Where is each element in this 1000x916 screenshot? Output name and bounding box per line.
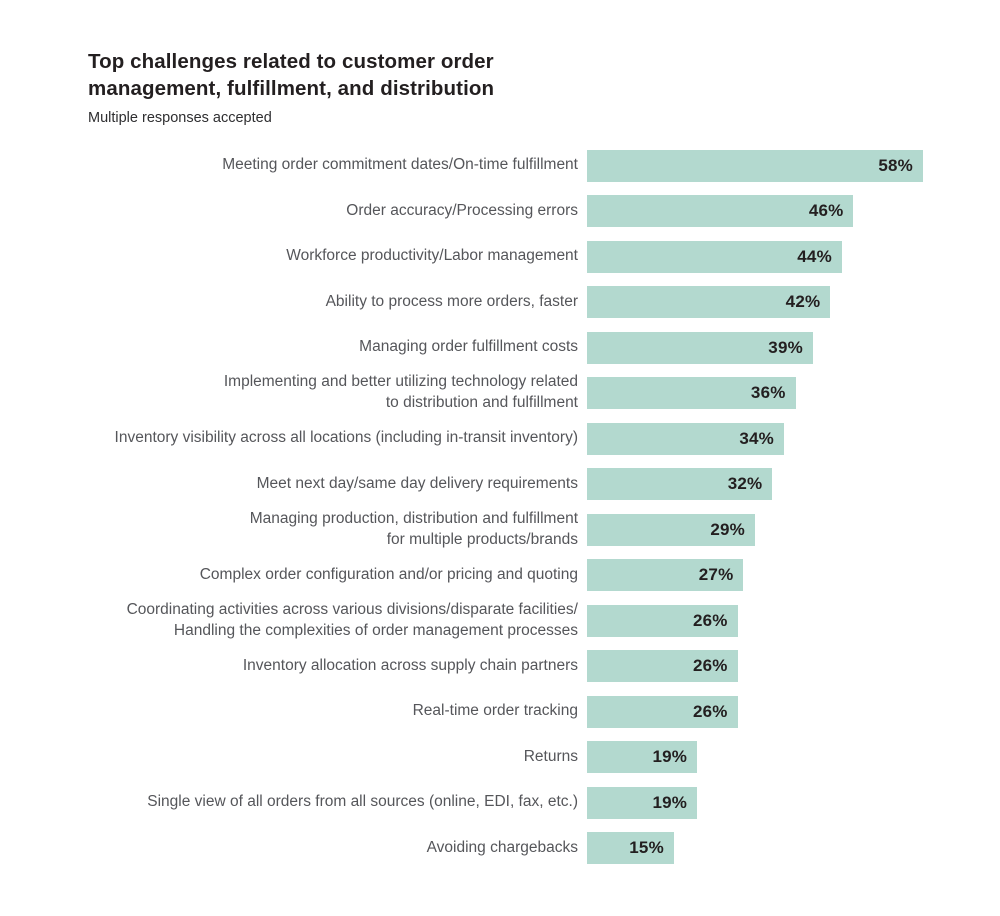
bar-value-label: 19% <box>652 747 688 767</box>
bar-track: 44% <box>587 240 923 273</box>
bar-row: Coordinating activities across various d… <box>86 598 1000 644</box>
bar-row: Workforce productivity/Labor management … <box>86 234 1000 280</box>
bar-value-label: 44% <box>797 246 832 266</box>
bar-label: Single view of all orders from all sourc… <box>147 793 578 811</box>
bar-track: 26% <box>587 604 923 637</box>
bar-track: 26% <box>587 695 923 728</box>
bar-label: Returns <box>523 747 578 765</box>
bar-track: 42% <box>587 286 923 319</box>
bar: 15% <box>587 832 674 865</box>
chart-title: Top challenges related to customer order… <box>88 50 495 101</box>
bar: 34% <box>587 422 784 455</box>
bar: 26% <box>587 604 738 637</box>
bar-row: Inventory allocation across supply chain… <box>86 643 1000 689</box>
bar-label: Meet next day/same day delivery requirem… <box>256 474 578 492</box>
bar-label: Coordinating activities across various d… <box>126 600 578 639</box>
bar-track: 34% <box>587 422 923 455</box>
bar-value-label: 26% <box>692 656 728 676</box>
bar: 29% <box>587 513 755 546</box>
bar-row: Meet next day/same day delivery requirem… <box>86 461 1000 507</box>
bar-value-label: 29% <box>710 519 745 539</box>
bar: 44% <box>587 240 842 273</box>
bar-track: 36% <box>587 377 923 410</box>
bar-label: Ability to process more orders, faster <box>325 292 578 310</box>
bar-value-label: 32% <box>727 474 763 494</box>
bar: 36% <box>587 377 796 410</box>
bar-row: Implementing and better utilizing techno… <box>86 370 1000 416</box>
bar: 46% <box>587 195 854 228</box>
bar-row: Meeting order commitment dates/On-time f… <box>86 143 1000 189</box>
bar-track: 19% <box>587 786 923 819</box>
bar-label: Order accuracy/Processing errors <box>346 201 578 219</box>
bar-track: 27% <box>587 559 923 592</box>
bar: 32% <box>587 468 773 501</box>
bar-row: Real-time order tracking 26% <box>86 689 1000 735</box>
chart-subtitle: Multiple responses accepted <box>88 110 272 127</box>
bar-value-label: 39% <box>768 337 803 357</box>
bar-row: Ability to process more orders, faster 4… <box>86 279 1000 325</box>
bar-value-label: 26% <box>692 610 728 630</box>
bar-value-label: 46% <box>808 201 844 221</box>
bar-label: Complex order configuration and/or prici… <box>199 565 578 583</box>
bar-row: Complex order configuration and/or prici… <box>86 552 1000 598</box>
bar-track: 19% <box>587 741 923 774</box>
bar: 42% <box>587 286 831 319</box>
bar-label: Inventory visibility across all location… <box>114 429 578 447</box>
bar-label: Managing order fulfillment costs <box>359 338 578 356</box>
bar: 58% <box>587 149 923 182</box>
bar-label: Avoiding chargebacks <box>426 838 578 856</box>
bar-track: 39% <box>587 331 923 364</box>
bar-label: Implementing and better utilizing techno… <box>223 373 578 412</box>
bar: 27% <box>587 559 744 592</box>
bar: 39% <box>587 331 813 364</box>
bar: 19% <box>587 786 698 819</box>
bar-value-label: 36% <box>750 383 786 403</box>
bar: 26% <box>587 650 738 683</box>
bar-row: Order accuracy/Processing errors 46% <box>86 188 1000 234</box>
bar-row: Single view of all orders from all sourc… <box>86 780 1000 826</box>
bar-row: Returns 19% <box>86 734 1000 780</box>
bar-value-label: 42% <box>785 292 821 312</box>
bar-label: Real-time order tracking <box>412 702 578 720</box>
bar-track: 46% <box>587 195 923 228</box>
bar-track: 15% <box>587 832 923 865</box>
bar-track: 32% <box>587 468 923 501</box>
bar-row: Managing order fulfillment costs 39% <box>86 325 1000 371</box>
bar-track: 58% <box>587 149 923 182</box>
bar-value-label: 26% <box>692 701 728 721</box>
bar-label: Managing production, distribution and fu… <box>249 509 578 548</box>
bar-row: Inventory visibility across all location… <box>86 416 1000 462</box>
bar-value-label: 58% <box>878 155 913 175</box>
bar-label: Meeting order commitment dates/On-time f… <box>222 156 578 174</box>
bar-row: Avoiding chargebacks 15% <box>86 825 1000 871</box>
bar: 26% <box>587 695 738 728</box>
bar-value-label: 34% <box>739 428 774 448</box>
bar-track: 26% <box>587 650 923 683</box>
bar-value-label: 19% <box>652 792 688 812</box>
bar-value-label: 27% <box>698 565 734 585</box>
bar-label: Inventory allocation across supply chain… <box>242 656 578 674</box>
bar-track: 29% <box>587 513 923 546</box>
bar: 19% <box>587 741 698 774</box>
bar-label: Workforce productivity/Labor management <box>286 247 578 265</box>
bar-chart: Meeting order commitment dates/On-time f… <box>86 143 1000 871</box>
bar-value-label: 15% <box>629 838 664 858</box>
bar-row: Managing production, distribution and fu… <box>86 507 1000 553</box>
